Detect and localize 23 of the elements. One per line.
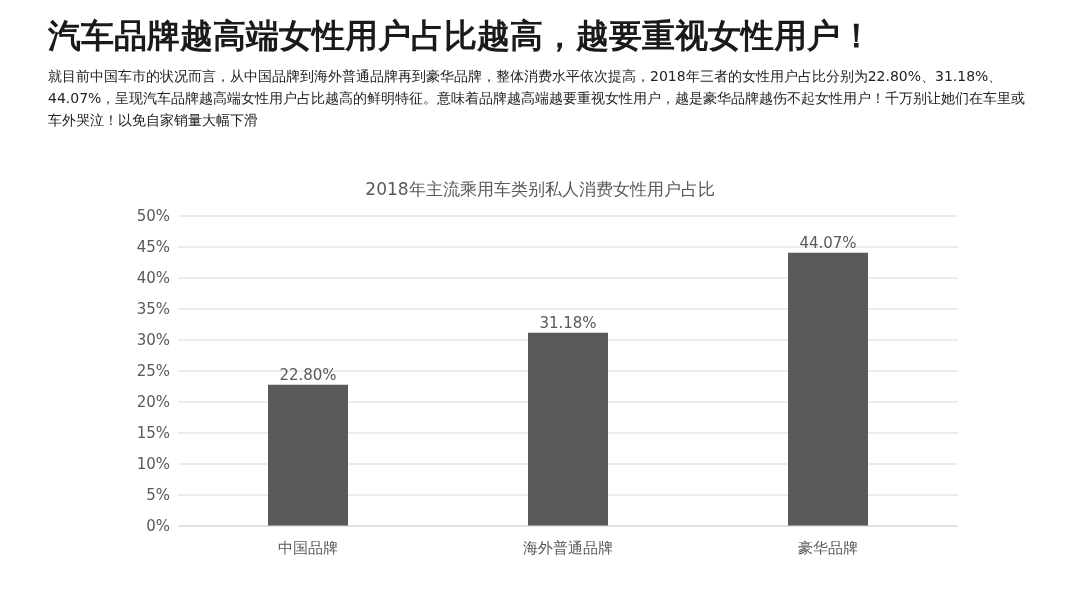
x-tick-label: 中国品牌	[278, 538, 338, 557]
y-tick-label: 30%	[136, 331, 170, 350]
y-tick-label: 0%	[146, 517, 170, 536]
data-label: 44.07%	[799, 233, 857, 252]
data-label: 22.80%	[279, 365, 337, 384]
y-tick-label: 20%	[136, 393, 170, 412]
text: 2018年主流乘用车类别私人消费女性用户占比	[364, 178, 716, 201]
y-tick-label: 10%	[136, 455, 170, 474]
bar	[788, 252, 868, 526]
y-tick-label: 5%	[146, 486, 170, 505]
y-tick-label: 45%	[136, 238, 170, 257]
y-tick-label: 40%	[136, 269, 170, 288]
y-tick-label: 25%	[136, 362, 170, 381]
y-tick-label: 15%	[136, 424, 170, 443]
bar	[268, 384, 348, 526]
data-label: 31.18%	[539, 313, 597, 332]
bar	[528, 332, 608, 526]
x-tick-label: 豪华品牌	[798, 538, 858, 557]
y-tick-label: 35%	[136, 300, 170, 319]
chart-title: 汽车品牌越高端女性用户占比越高，越要重视女性用户！	[48, 15, 874, 57]
x-tick-label: 海外普通品牌	[523, 538, 613, 557]
y-tick-label: 50%	[136, 207, 170, 226]
chart-subtitle: 就目前中国车市的状况而言，从中国品牌到海外普通品牌再到豪华品牌，整体消费水平依次提高，2018年三者的女性用户占比分别为22.80%、31.18%、44.07%，呈现汽车品牌越高端女性用户占比越高的鲜明特征。意味着品牌越高端越要重视女性用户，越是豪华品牌越伤不起女性用户！千万别让她们在车里或车外哭泣！以免自家销量大幅下滑	[48, 67, 1027, 130]
